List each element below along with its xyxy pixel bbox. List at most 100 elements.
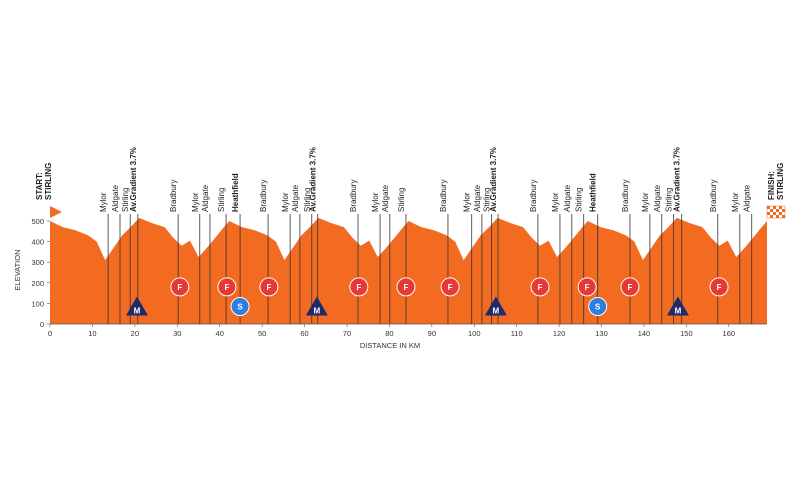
location-label: Stirling [397, 188, 406, 212]
marker-label: F [538, 283, 543, 292]
start-label: START: [35, 172, 44, 200]
location-label: Mylor [641, 192, 650, 212]
location-label: Bradbury [439, 180, 448, 212]
location-label: Stirling [575, 188, 584, 212]
y-tick-label: 400 [31, 238, 44, 247]
location-label: Aldgate [563, 184, 572, 212]
location-label: Heathfield [589, 173, 598, 212]
marker-label: F [177, 283, 182, 292]
marker-circle [217, 277, 237, 297]
marker-label: F [628, 283, 633, 292]
location-label: Stirling [483, 188, 492, 212]
location-label: Mylor [99, 192, 108, 212]
marker-circle [396, 277, 416, 297]
x-tick-label: 10 [88, 329, 96, 338]
x-tick-label: 70 [343, 329, 351, 338]
marker-triangle [666, 296, 689, 316]
marker-label: M [675, 307, 682, 316]
marker-label: F [356, 283, 361, 292]
location-label: Av.Gradient 3.7% [673, 147, 682, 212]
marker-circle [709, 277, 729, 297]
x-tick-label: 160 [723, 329, 736, 338]
location-label: Mylor [463, 192, 472, 212]
location-label: Mylor [371, 192, 380, 212]
marker-label: F [585, 283, 590, 292]
marker-label: M [493, 307, 500, 316]
elevation-area [50, 217, 767, 324]
location-label: Stirling [665, 188, 674, 212]
location-label: Aldgate [473, 184, 482, 212]
location-label: Aldgate [201, 184, 210, 212]
x-tick-label: 90 [428, 329, 436, 338]
finish-label: FINISH: [767, 171, 776, 200]
y-tick-label: 300 [31, 258, 44, 267]
location-label: Aldgate [653, 184, 662, 212]
location-label: Bradbury [259, 180, 268, 212]
x-tick-label: 140 [638, 329, 651, 338]
marker-circle [440, 277, 460, 297]
x-tick-label: 150 [680, 329, 693, 338]
x-tick-label: 40 [216, 329, 224, 338]
marker-label: F [717, 283, 722, 292]
x-tick-label: 50 [258, 329, 266, 338]
marker-label: S [595, 302, 601, 311]
marker-circle [588, 296, 608, 316]
marker-circle [170, 277, 190, 297]
location-label: Bradbury [349, 180, 358, 212]
marker-circle [620, 277, 640, 297]
location-label: Bradbury [621, 180, 630, 212]
x-tick-label: 20 [131, 329, 139, 338]
y-tick-label: 200 [31, 279, 44, 288]
location-label: Av.Gradient 3.7% [309, 147, 318, 212]
marker-label: F [266, 283, 271, 292]
location-label: Mylor [731, 192, 740, 212]
finish-label: STIRLING [776, 163, 785, 200]
marker-label: F [404, 283, 409, 292]
x-tick-label: 100 [468, 329, 481, 338]
location-label: Av.Gradient 3.7% [489, 147, 498, 212]
y-tick-label: 100 [31, 299, 44, 308]
marker-label: S [237, 302, 243, 311]
marker-label: M [134, 307, 141, 316]
marker-triangle [125, 296, 148, 316]
x-tick-label: 80 [385, 329, 393, 338]
marker-circle [349, 277, 369, 297]
finish-flag [766, 205, 786, 219]
location-label: Aldgate [381, 184, 390, 212]
y-axis-label: ELEVATION [13, 250, 22, 291]
marker-circle [577, 277, 597, 297]
location-label: Mylor [281, 192, 290, 212]
x-tick-label: 30 [173, 329, 181, 338]
marker-label: M [314, 307, 321, 316]
marker-label: F [448, 283, 453, 292]
location-label: Aldgate [743, 184, 752, 212]
location-label: Heathfield [231, 173, 240, 212]
location-label: Stirling [121, 188, 130, 212]
location-label: Av.Gradient 3.7% [129, 147, 138, 212]
marker-triangle [305, 296, 328, 316]
x-tick-label: 60 [300, 329, 308, 338]
location-label: Mylor [191, 192, 200, 212]
y-tick-label: 500 [31, 217, 44, 226]
location-label: Aldgate [111, 184, 120, 212]
start-flag [50, 206, 62, 218]
marker-circle [259, 277, 279, 297]
marker-circle [230, 296, 250, 316]
y-tick-label: 0 [40, 320, 44, 329]
location-label: Aldgate [291, 184, 300, 212]
x-tick-label: 110 [511, 329, 523, 338]
x-axis-label: DISTANCE IN KM [360, 341, 420, 350]
location-label: Mylor [551, 192, 560, 212]
x-tick-label: 130 [595, 329, 608, 338]
location-label: Bradbury [709, 180, 718, 212]
location-label: Stirling [303, 188, 312, 212]
location-label: Bradbury [169, 180, 178, 212]
start-label: STIRLING [44, 163, 53, 200]
marker-circle [530, 277, 550, 297]
location-label: Stirling [217, 188, 226, 212]
marker-label: F [224, 283, 229, 292]
marker-triangle [484, 296, 507, 316]
x-tick-label: 120 [553, 329, 566, 338]
x-tick-label: 0 [48, 329, 52, 338]
